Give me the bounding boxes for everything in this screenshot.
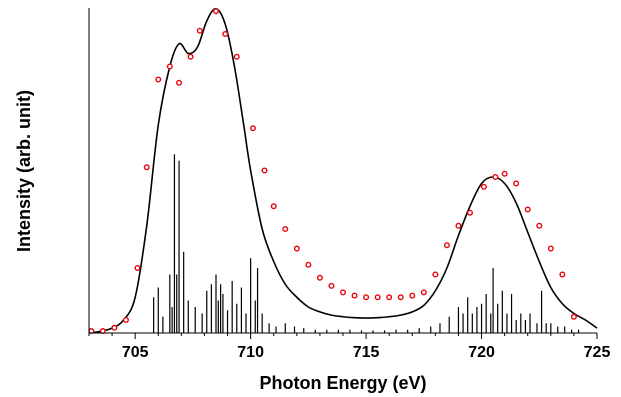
data-point <box>134 265 141 272</box>
x-tick-label: 705 <box>122 344 149 361</box>
data-point <box>316 274 323 281</box>
y-axis-label: Intensity (arb. unit) <box>14 90 34 252</box>
data-point <box>155 76 162 83</box>
data-point <box>233 53 240 60</box>
x-tick-label: 710 <box>237 344 264 361</box>
data-point <box>455 222 462 229</box>
data-point <box>363 294 370 301</box>
data-point <box>420 289 427 296</box>
data-point <box>443 242 450 249</box>
data-point <box>374 294 381 301</box>
data-point <box>351 292 358 299</box>
data-point <box>293 245 300 252</box>
data-point <box>524 206 531 213</box>
data-point <box>249 125 256 132</box>
data-point <box>409 292 416 299</box>
data-point <box>111 324 118 331</box>
axes <box>88 8 597 334</box>
data-point <box>559 271 566 278</box>
data-point <box>212 8 219 15</box>
data-point <box>166 63 173 70</box>
data-point <box>386 294 393 301</box>
data-point <box>122 317 129 324</box>
data-point <box>467 209 474 216</box>
data-point <box>547 245 554 252</box>
data-point <box>270 203 277 210</box>
data-point <box>187 53 194 60</box>
data-point <box>513 180 520 187</box>
data-point <box>282 225 289 232</box>
data-point <box>492 173 499 180</box>
x-tick-label: 720 <box>468 344 495 361</box>
data-point <box>570 313 577 320</box>
x-axis-label: Photon Energy (eV) <box>259 373 426 393</box>
x-tick-label: 725 <box>584 344 611 361</box>
experimental-points <box>88 8 577 335</box>
data-point <box>305 261 312 268</box>
data-point <box>196 27 203 34</box>
calculated-spectrum-line <box>88 7 598 334</box>
x-tick-label: 715 <box>353 344 380 361</box>
data-point <box>143 164 150 171</box>
data-point <box>261 167 268 174</box>
data-point <box>222 31 229 38</box>
data-point <box>536 222 543 229</box>
data-point <box>176 79 183 86</box>
data-point <box>328 282 335 289</box>
data-point <box>501 170 508 177</box>
plot-area <box>88 7 598 335</box>
data-point <box>397 294 404 301</box>
data-point <box>432 271 439 278</box>
data-point <box>480 183 487 190</box>
data-point <box>340 289 347 296</box>
stick-spectrum <box>153 154 580 333</box>
x-ticks: 705 710 715 720 725 <box>88 333 611 361</box>
